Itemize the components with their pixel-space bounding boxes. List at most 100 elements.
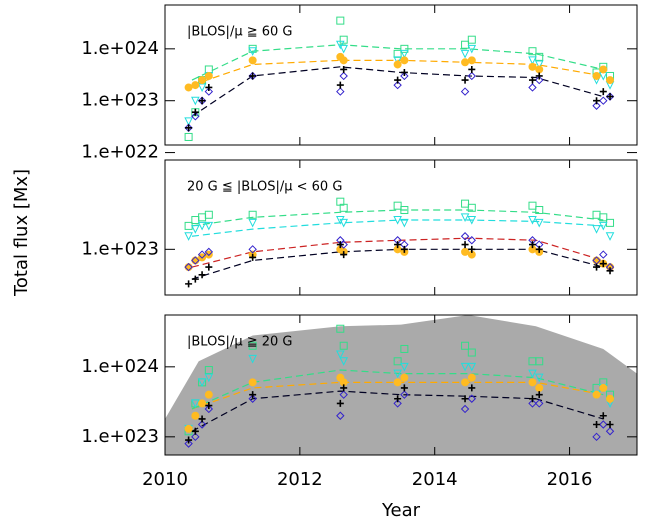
diamond-marker	[339, 390, 348, 399]
y-tick-label: 1.e+024	[81, 356, 159, 377]
triangle-marker	[393, 56, 402, 65]
square-marker	[204, 65, 213, 74]
triangle-marker	[336, 350, 345, 360]
area	[165, 315, 637, 455]
plus-marker	[599, 88, 607, 96]
plus-marker	[599, 260, 607, 268]
triangle-marker	[598, 221, 608, 231]
diamond-marker	[467, 236, 477, 245]
square-marker	[467, 348, 476, 357]
circle-marker	[467, 373, 476, 382]
triangle-marker	[605, 232, 615, 241]
square-marker	[336, 324, 345, 333]
square-marker	[184, 221, 193, 230]
plus-marker	[535, 72, 543, 80]
plus-marker	[198, 271, 206, 279]
plus-marker	[340, 65, 348, 73]
circle-marker	[528, 378, 537, 387]
circle-marker	[592, 71, 601, 80]
circle-marker	[461, 247, 470, 256]
y-tick-label: 1.e+023	[81, 238, 159, 259]
circle-marker	[248, 378, 257, 387]
plus-marker	[535, 245, 543, 253]
diamond-marker	[184, 439, 193, 448]
plus-marker	[606, 267, 614, 275]
diamond-marker	[339, 71, 348, 81]
diamond-marker	[460, 232, 470, 241]
square-marker	[606, 218, 615, 227]
circle-marker	[467, 56, 476, 65]
circle-marker	[606, 76, 615, 85]
circle-marker	[204, 71, 213, 80]
circle-marker	[606, 394, 615, 403]
plus-marker	[191, 275, 199, 283]
square-marker	[393, 49, 402, 58]
diamond-marker	[460, 87, 470, 96]
plus-marker	[468, 65, 476, 73]
plus-marker	[336, 241, 344, 249]
plus-marker	[249, 253, 257, 261]
frame	[164, 314, 638, 456]
triangle-marker	[400, 362, 409, 372]
triangle-marker	[467, 362, 477, 372]
plus-marker	[198, 415, 206, 423]
circle-marker	[535, 383, 544, 392]
circle-marker	[599, 383, 608, 392]
plus-marker	[191, 108, 199, 116]
triangle-marker	[400, 218, 409, 228]
square-marker	[184, 132, 193, 141]
plus-marker	[249, 72, 257, 80]
plus-marker	[468, 384, 476, 392]
plus-marker	[528, 241, 536, 249]
diamond-marker	[248, 394, 257, 403]
x-tick-label: 2016	[547, 469, 593, 490]
y-tick-label: 1.e+022	[81, 142, 159, 163]
triangle-marker	[184, 232, 193, 241]
diamond-marker	[248, 245, 257, 254]
triangle-marker	[534, 373, 544, 383]
square-marker	[336, 16, 345, 25]
plus-marker	[528, 395, 536, 403]
square-marker	[467, 35, 476, 44]
diamond-marker	[592, 101, 601, 110]
triangle-marker	[204, 373, 214, 383]
circle-marker	[191, 81, 200, 90]
triangle-marker	[400, 49, 409, 59]
circle-marker	[339, 56, 348, 65]
square-marker	[528, 47, 537, 56]
square-marker	[400, 206, 409, 215]
circle-marker	[400, 56, 409, 65]
diamond-marker	[599, 96, 608, 105]
plus-marker	[185, 280, 193, 288]
triangle-marker	[248, 218, 257, 228]
plus-marker	[394, 76, 402, 84]
y-tick-label: 1.e+024	[81, 38, 159, 59]
circle-marker	[198, 399, 207, 408]
plus-marker	[185, 436, 193, 444]
x-tick-label: 2010	[142, 469, 188, 490]
diamond-marker	[535, 399, 544, 408]
circle-marker	[204, 390, 213, 399]
plot-area	[184, 16, 615, 141]
diamond-marker	[184, 123, 193, 133]
circle-marker	[248, 56, 257, 65]
circle-marker	[204, 250, 213, 259]
square-marker	[535, 206, 544, 215]
square-marker	[248, 44, 257, 53]
circle-marker	[461, 378, 470, 387]
plus-marker	[198, 97, 206, 105]
circle-marker	[393, 378, 402, 387]
triangle-marker	[197, 221, 207, 231]
diamond-marker	[339, 240, 348, 249]
plus-marker	[394, 241, 402, 249]
diamond-marker	[184, 262, 193, 272]
panel-label: |BLOS|/μ ≧ 60 G	[187, 25, 293, 40]
trend-line	[191, 66, 604, 117]
square-marker	[198, 213, 207, 222]
diamond-marker	[191, 256, 200, 265]
triangle-marker	[393, 369, 402, 379]
diamond-marker	[592, 432, 601, 442]
square-marker	[599, 213, 608, 222]
triangle-marker	[339, 44, 348, 54]
